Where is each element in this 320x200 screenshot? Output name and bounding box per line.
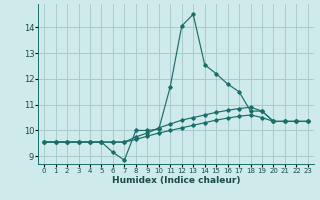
X-axis label: Humidex (Indice chaleur): Humidex (Indice chaleur)	[112, 176, 240, 185]
